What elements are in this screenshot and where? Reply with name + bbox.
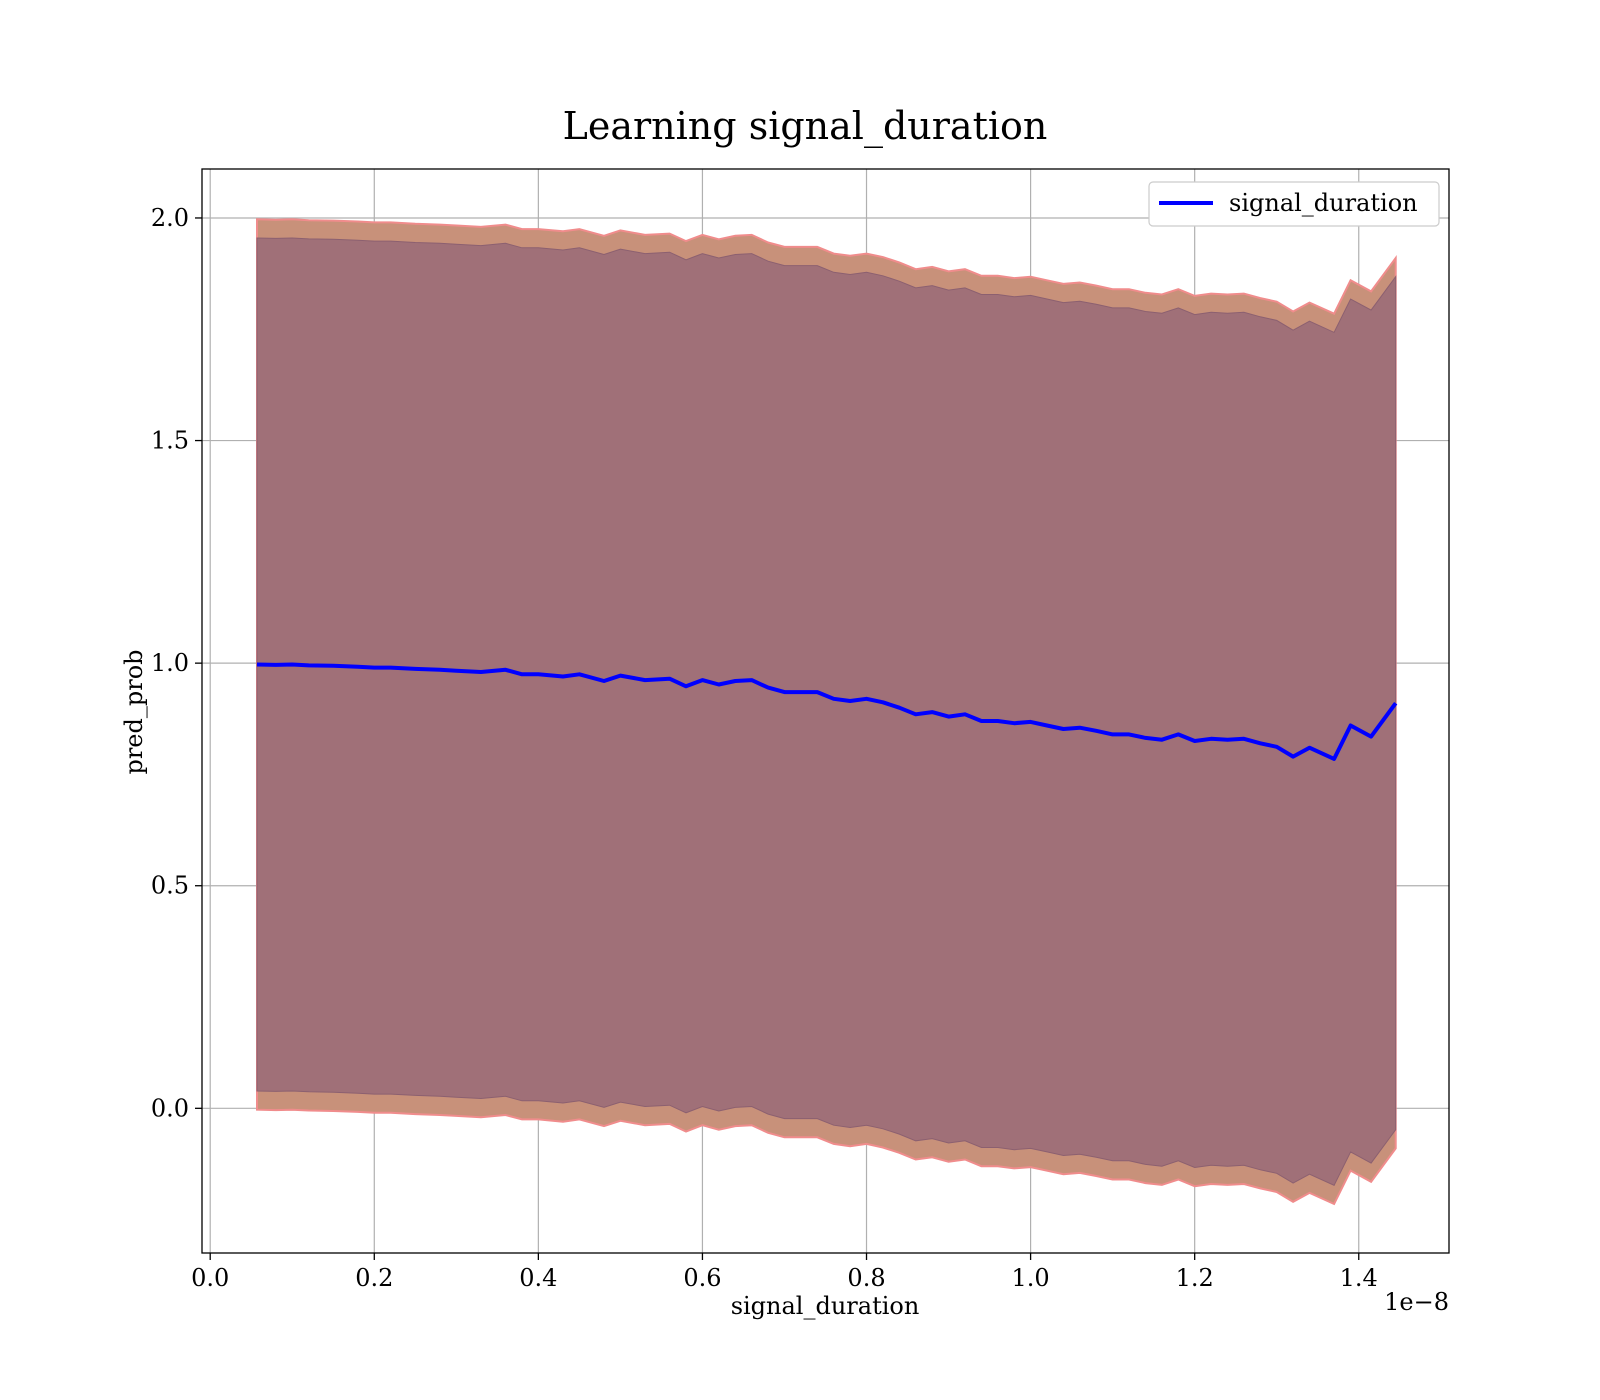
band-inner [256, 237, 1397, 1186]
x-tick-label: 0.2 [355, 1264, 393, 1292]
x-axis-ticks: 0.0 0.2 0.4 0.6 0.8 1.0 1.2 1.4 [191, 1253, 1378, 1292]
x-axis-label: signal_duration [731, 1292, 920, 1320]
y-tick-label: 2.0 [151, 204, 189, 232]
y-axis-ticks: 0.0 0.5 1.0 1.5 2.0 [151, 204, 202, 1122]
x-tick-label: 0.8 [847, 1264, 885, 1292]
series-lines [256, 662, 1398, 761]
y-axis-label: pred_prob [120, 649, 148, 774]
series-line-signal-duration [256, 662, 1398, 761]
legend: signal_duration [1148, 181, 1440, 227]
x-tick-label: 1.0 [1012, 1264, 1050, 1292]
x-tick-label: 0.4 [519, 1264, 557, 1292]
x-tick-label: 1.2 [1176, 1264, 1214, 1292]
y-tick-label: 0.5 [151, 872, 189, 900]
x-tick-label: 0.6 [683, 1264, 721, 1292]
y-tick-label: 1.0 [151, 649, 189, 677]
y-tick-label: 0.0 [151, 1094, 189, 1122]
chart-title: Learning signal_duration [563, 104, 1048, 149]
legend-box [1148, 181, 1440, 227]
plot-frame [201, 168, 1450, 1254]
y-tick-label: 1.5 [151, 427, 189, 455]
x-tick-label: 0.0 [191, 1264, 229, 1292]
x-axis-offset-label: 1e−8 [1384, 1288, 1449, 1316]
x-tick-label: 1.4 [1340, 1264, 1378, 1292]
legend-label: signal_duration [1229, 189, 1418, 217]
confidence-band [256, 218, 1397, 1206]
